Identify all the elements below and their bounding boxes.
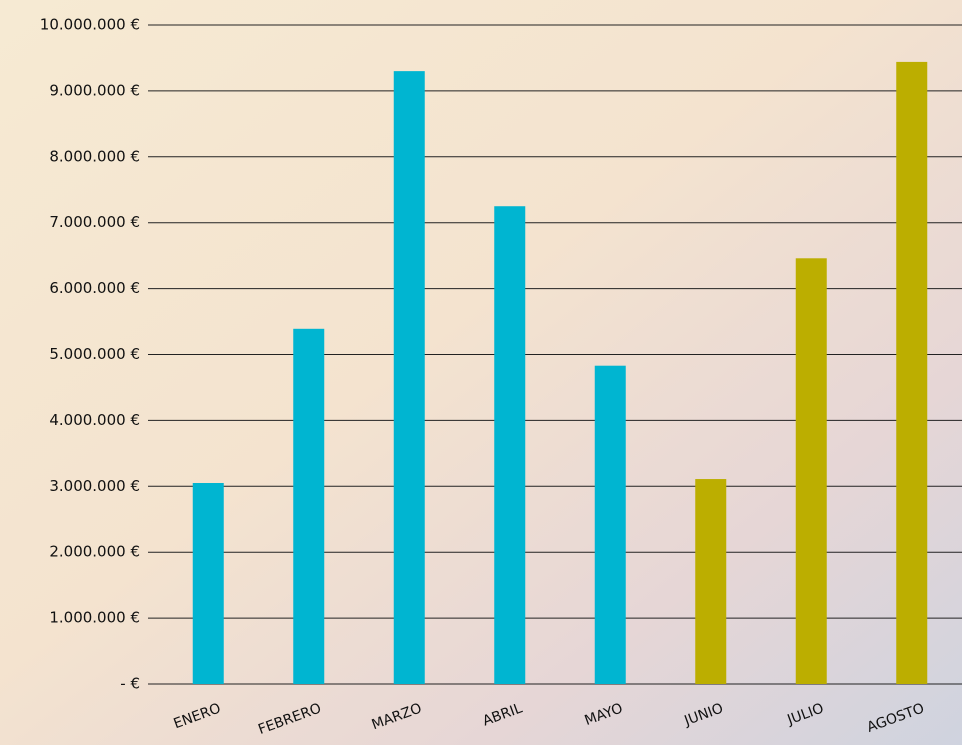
bar (795, 258, 827, 684)
y-tick-label: - € (120, 675, 140, 693)
y-tick-label: 9.000.000 € (49, 81, 140, 99)
bar (393, 71, 425, 684)
y-tick-label: 1.000.000 € (49, 609, 140, 627)
y-tick-label: 2.000.000 € (49, 543, 140, 561)
y-tick-label: 4.000.000 € (49, 411, 140, 429)
bar (192, 483, 224, 684)
bar (896, 61, 928, 685)
y-tick-label: 3.000.000 € (49, 477, 140, 495)
y-tick-label: 8.000.000 € (49, 147, 140, 165)
y-tick-label: 10.000.000 € (40, 16, 140, 34)
y-tick-label: 5.000.000 € (49, 345, 140, 363)
bar (494, 206, 526, 684)
y-tick-label: 6.000.000 € (49, 279, 140, 297)
bar (293, 328, 325, 684)
bar (594, 365, 626, 684)
bar (695, 479, 727, 684)
y-tick-label: 7.000.000 € (49, 213, 140, 231)
